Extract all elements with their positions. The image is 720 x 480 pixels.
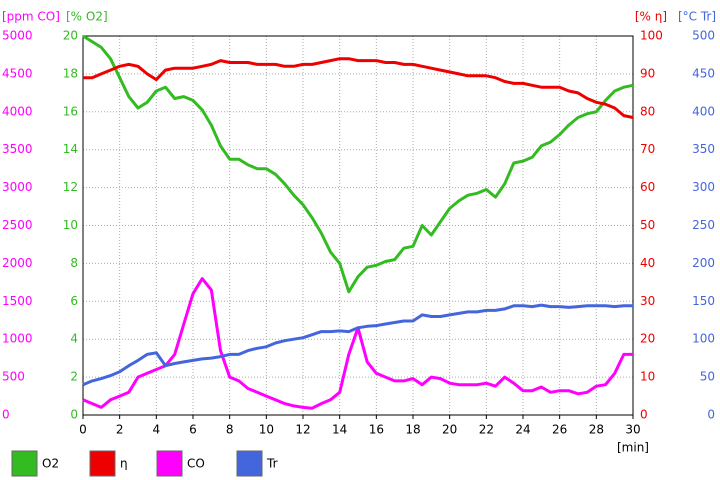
y-tick-label: 18: [63, 66, 78, 80]
legend-label: η: [120, 457, 128, 471]
y-tick-label: 350: [692, 142, 715, 156]
x-tick-label: 0: [79, 423, 87, 437]
legend-swatch: [156, 450, 183, 477]
y-tick-label: 70: [640, 142, 655, 156]
legend-swatch: [236, 450, 263, 477]
x-tick-label: 30: [625, 423, 640, 437]
y-tick-label: 8: [70, 256, 78, 270]
y-tick-label: 500: [2, 370, 25, 384]
legend-label: Tr: [266, 457, 278, 471]
y-tick-label: 30: [640, 294, 655, 308]
y-tick-label: 2000: [2, 256, 33, 270]
x-tick-label: 4: [153, 423, 161, 437]
y-tick-label: 0: [707, 408, 715, 422]
y-tick-label: 50: [640, 218, 655, 232]
y-axis-label: [% η]: [635, 10, 667, 24]
y-tick-label: 0: [640, 408, 648, 422]
x-tick-label: 18: [405, 423, 420, 437]
y-tick-label: 40: [640, 256, 655, 270]
y-tick-label: 400: [692, 104, 715, 118]
y-tick-label: 300: [692, 180, 715, 194]
y-tick-label: 16: [63, 104, 78, 118]
y-tick-label: 20: [63, 29, 78, 43]
y-tick-label: 0: [2, 408, 10, 422]
y-tick-label: 10: [640, 370, 655, 384]
x-tick-label: 24: [515, 423, 530, 437]
plot-border: [82, 35, 634, 416]
x-tick-label: 8: [226, 423, 234, 437]
x-tick-label: 28: [589, 423, 604, 437]
y-tick-label: 80: [640, 104, 655, 118]
y-tick-label: 12: [63, 180, 78, 194]
series-line: [82, 34, 634, 294]
y-tick-label: 14: [63, 142, 78, 156]
y-axis-label: [°C Tr]: [678, 10, 716, 24]
series-line: [82, 277, 633, 410]
x-tick-label: 14: [332, 423, 347, 437]
y-tick-label: 4: [70, 332, 78, 346]
y-axis-label: [% O2]: [66, 10, 108, 24]
y-tick-label: 3000: [2, 180, 33, 194]
x-tick-label: 16: [369, 423, 384, 437]
legend-label: CO: [187, 457, 205, 471]
x-axis-label: [min]: [617, 441, 649, 455]
x-tick-label: 26: [552, 423, 567, 437]
y-tick-label: 1500: [2, 294, 33, 308]
legend-swatch: [89, 450, 116, 477]
y-tick-label: 450: [692, 66, 715, 80]
x-tick-label: 2: [116, 423, 124, 437]
y-tick-label: 150: [692, 294, 715, 308]
y-tick-label: 0: [70, 408, 78, 422]
y-tick-label: 90: [640, 66, 655, 80]
y-tick-label: 60: [640, 180, 655, 194]
y-tick-label: 500: [692, 29, 715, 43]
series-line: [83, 57, 634, 119]
x-tick-label: 10: [259, 423, 274, 437]
y-tick-label: 1000: [2, 332, 33, 346]
y-tick-label: 200: [692, 256, 715, 270]
y-tick-label: 250: [692, 218, 715, 232]
legend-swatch: [11, 450, 38, 477]
y-tick-label: 3500: [2, 142, 33, 156]
y-tick-label: 6: [70, 294, 78, 308]
y-axis-label: [ppm CO]: [2, 10, 60, 24]
x-tick-label: 12: [295, 423, 310, 437]
y-tick-label: 100: [640, 29, 663, 43]
x-tick-label: 20: [442, 423, 457, 437]
series-line: [82, 303, 633, 387]
y-tick-label: 5000: [2, 29, 33, 43]
y-tick-label: 2500: [2, 218, 33, 232]
y-tick-label: 100: [692, 332, 715, 346]
x-tick-label: 6: [189, 423, 197, 437]
y-tick-label: 10: [63, 218, 78, 232]
legend-label: O2: [42, 457, 59, 471]
y-tick-label: 2: [70, 370, 78, 384]
y-tick-label: 4000: [2, 104, 33, 118]
y-tick-label: 50: [700, 370, 715, 384]
y-tick-label: 4500: [2, 66, 33, 80]
x-tick-label: 22: [479, 423, 494, 437]
y-tick-label: 20: [640, 332, 655, 346]
